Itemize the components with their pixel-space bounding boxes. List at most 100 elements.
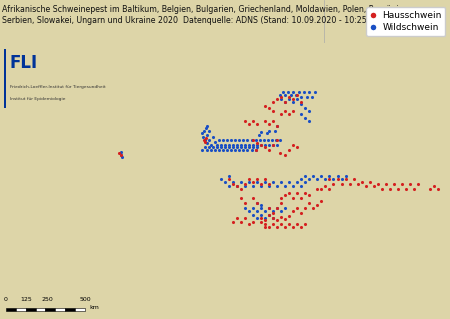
Point	[266, 183, 273, 188]
Point	[255, 133, 262, 138]
Point	[276, 150, 283, 155]
Point	[242, 183, 249, 188]
Point	[266, 225, 273, 230]
Point	[271, 128, 279, 133]
Point	[298, 94, 305, 99]
Point	[230, 179, 237, 184]
Point	[257, 220, 265, 225]
Point	[234, 183, 241, 188]
Text: 500: 500	[79, 298, 91, 302]
Point	[282, 99, 289, 104]
Point	[294, 222, 301, 227]
Point	[302, 179, 309, 184]
Point	[430, 183, 437, 188]
Point	[216, 137, 223, 143]
Bar	[36, 308, 45, 311]
Point	[253, 143, 261, 148]
Point	[257, 215, 265, 220]
Point	[298, 225, 305, 230]
Point	[274, 218, 281, 223]
Point	[242, 181, 249, 186]
Point	[204, 133, 211, 138]
Point	[266, 147, 273, 152]
Point	[217, 143, 225, 148]
Text: km: km	[90, 305, 99, 309]
Point	[282, 92, 289, 97]
Point	[406, 181, 414, 186]
Point	[426, 186, 433, 191]
Point	[261, 208, 269, 213]
Point	[334, 174, 341, 179]
Point	[253, 121, 261, 126]
Point	[203, 140, 210, 145]
Point	[238, 196, 245, 201]
Point	[306, 193, 313, 198]
Point	[302, 115, 309, 121]
Point	[261, 225, 269, 230]
Point	[298, 183, 305, 188]
Point	[224, 137, 231, 143]
Point	[394, 186, 401, 191]
Point	[217, 145, 225, 150]
Point	[261, 104, 269, 109]
Point	[213, 143, 220, 148]
Point	[266, 205, 273, 211]
Point	[306, 200, 313, 205]
Point	[282, 217, 289, 222]
Point	[221, 143, 229, 148]
Bar	[75, 308, 85, 311]
Point	[249, 118, 256, 123]
Text: Institut für Epidemiologie: Institut für Epidemiologie	[10, 97, 65, 101]
Text: 125: 125	[21, 298, 32, 302]
Point	[286, 179, 293, 184]
Point	[261, 143, 269, 148]
Point	[240, 147, 247, 152]
Point	[318, 198, 325, 204]
Point	[398, 181, 405, 186]
Point	[253, 215, 261, 220]
Point	[253, 176, 261, 182]
Point	[220, 137, 227, 143]
Point	[326, 174, 333, 179]
Point	[302, 106, 309, 111]
Point	[261, 179, 269, 184]
Point	[270, 208, 277, 213]
Point	[213, 145, 220, 150]
Point	[260, 137, 267, 143]
Point	[221, 179, 229, 184]
Point	[242, 215, 249, 220]
Point	[242, 143, 249, 148]
Point	[290, 183, 297, 188]
Point	[298, 176, 305, 182]
Point	[274, 137, 281, 143]
Point	[402, 186, 410, 191]
Point	[282, 205, 289, 211]
Point	[230, 143, 237, 148]
Point	[201, 137, 208, 143]
Point	[268, 137, 275, 143]
Point	[249, 145, 256, 150]
Point	[322, 183, 329, 188]
Point	[278, 222, 285, 227]
Point	[286, 191, 293, 196]
Point	[257, 212, 265, 217]
Point	[278, 179, 285, 184]
Point	[342, 176, 349, 182]
Point	[302, 174, 309, 179]
Point	[390, 181, 397, 186]
Point	[209, 145, 216, 150]
Point	[242, 145, 249, 150]
Point	[117, 152, 124, 157]
Point	[230, 181, 237, 186]
Point	[282, 108, 289, 114]
Point	[205, 128, 212, 133]
Point	[253, 200, 261, 205]
Point	[306, 118, 313, 123]
Point	[374, 181, 381, 186]
Point	[246, 143, 253, 148]
Point	[208, 143, 215, 148]
Point	[238, 186, 245, 191]
Point	[244, 137, 251, 143]
Point	[228, 147, 235, 152]
Point	[270, 108, 277, 114]
